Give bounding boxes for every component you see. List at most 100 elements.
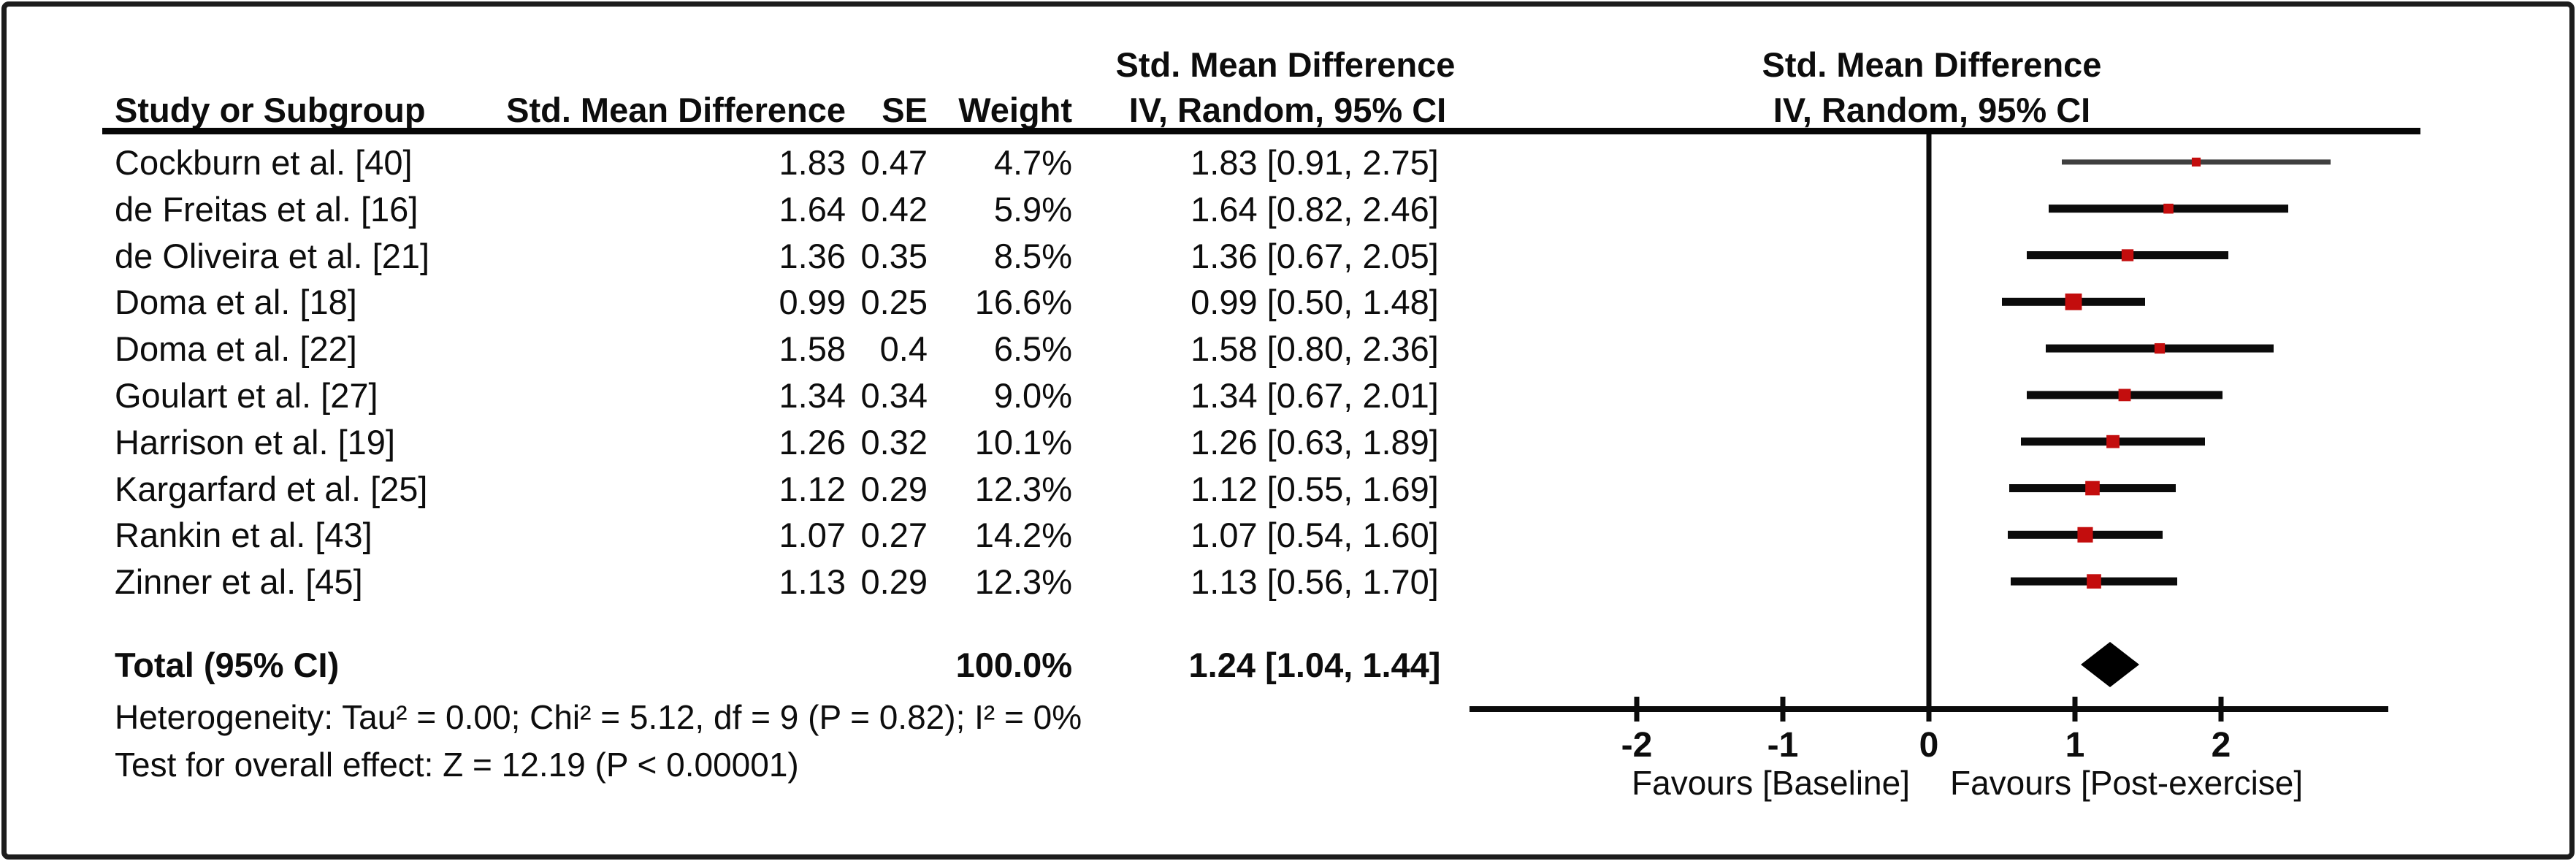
ci-line: [2011, 577, 2177, 586]
effect-marker: [2077, 527, 2093, 543]
weight-value: 8.5%: [993, 236, 1072, 275]
ci-value: 1.12 [0.55, 1.69]: [1190, 469, 1439, 508]
ci-value: 1.36 [0.67, 2.05]: [1190, 236, 1439, 275]
ci-line: [2009, 484, 2176, 492]
axis-tick-label: 1: [2065, 726, 2085, 765]
effect-value: 1.26: [779, 422, 846, 462]
effect-marker: [2065, 293, 2082, 310]
weight-value: 14.2%: [974, 516, 1072, 555]
ci-line: [2008, 530, 2163, 539]
table-row: Goulart et al. [27] 1.34 0.34 9.0% 1.34 [0.6…: [0, 372, 1607, 418]
se-value: 0.29: [860, 562, 928, 602]
study-label: Zinner et al. [45]: [115, 562, 363, 602]
table-row: Cockburn et al. [40] 1.83 0.47 4.7% 1.83 [0.…: [0, 139, 1607, 185]
axis-tick-label: 2: [2212, 726, 2231, 765]
study-label: Kargarfard et al. [25]: [115, 469, 428, 508]
column-header-se: SE: [882, 91, 928, 129]
heterogeneity-stats: Heterogeneity: Tau² = 0.00; Chi² = 5.12,…: [115, 698, 1082, 736]
effect-marker: [2106, 435, 2120, 448]
table-row: Harrison et al. [19] 1.26 0.32 10.1% 1.26 [0…: [0, 418, 1607, 465]
column-header-weight: Weight: [958, 91, 1072, 129]
study-label: de Oliveira et al. [21]: [115, 236, 430, 275]
effect-marker: [2191, 157, 2201, 167]
weight-value: 12.3%: [974, 469, 1072, 508]
se-value: 0.25: [860, 283, 928, 322]
total-diamond: [2081, 642, 2139, 687]
overall-effect-test: Test for overall effect: Z = 12.19 (P < …: [115, 746, 799, 784]
study-label: Goulart et al. [27]: [115, 376, 378, 415]
axis-tick-label: -1: [1767, 726, 1799, 765]
weight-value: 5.9%: [993, 189, 1072, 229]
column-header-effect-top: Std. Mean Difference: [1115, 45, 1456, 84]
se-value: 0.34: [860, 376, 928, 415]
se-value: 0.27: [860, 516, 928, 555]
ci-value: 1.07 [0.54, 1.60]: [1190, 516, 1439, 555]
weight-value: 4.7%: [993, 143, 1072, 182]
effect-marker: [2163, 203, 2174, 214]
zero-line: [1926, 134, 1932, 712]
total-weight: 100.0%: [955, 646, 1072, 684]
se-value: 0.4: [879, 329, 928, 369]
ci-value: 1.83 [0.91, 2.75]: [1190, 143, 1439, 182]
table-row: Doma et al. [18] 0.99 0.25 16.6% 0.99 [0.50,…: [0, 278, 1607, 325]
study-label: de Freitas et al. [16]: [115, 189, 418, 229]
plot-header-ci: IV, Random, 95% CI: [1773, 91, 2091, 129]
effect-value: 1.83: [779, 143, 846, 182]
effect-marker: [2087, 574, 2101, 589]
effect-value: 1.12: [779, 469, 846, 508]
effect-value: 1.13: [779, 562, 846, 602]
effect-value: 1.07: [779, 516, 846, 555]
favours-right-label: Favours [Post-exercise]: [1950, 764, 2304, 802]
study-label: Doma et al. [22]: [115, 329, 357, 369]
ci-line: [2049, 204, 2288, 213]
ci-value: 1.26 [0.63, 1.89]: [1190, 422, 1439, 462]
favours-left-label: Favours [Baseline]: [1632, 764, 1910, 802]
effect-value: 1.64: [779, 189, 846, 229]
effect-value: 1.34: [779, 376, 846, 415]
study-label: Rankin et al. [43]: [115, 516, 372, 555]
se-value: 0.29: [860, 469, 928, 508]
table-row: Rankin et al. [43] 1.07 0.27 14.2% 1.07 [0.5…: [0, 511, 1607, 558]
table-row: de Oliveira et al. [21] 1.36 0.35 8.5% 1.36 …: [0, 232, 1607, 279]
effect-marker: [2085, 481, 2100, 496]
axis-tick: [1634, 697, 1640, 722]
table-row: Doma et al. [22] 1.58 0.4 6.5% 1.58 [0.80, 2…: [0, 325, 1607, 372]
study-label: Doma et al. [18]: [115, 283, 357, 322]
ci-line: [2062, 159, 2331, 165]
axis-tick-label: 0: [1919, 726, 1939, 765]
total-label: Total (95% CI): [115, 646, 340, 684]
weight-value: 10.1%: [974, 422, 1072, 462]
axis-tick: [2072, 697, 2078, 722]
table-row: de Freitas et al. [16] 1.64 0.42 5.9% 1.64 […: [0, 185, 1607, 232]
total-ci: 1.24 [1.04, 1.44]: [1188, 646, 1441, 684]
effect-value: 1.58: [779, 329, 846, 369]
effect-value: 0.99: [779, 283, 846, 322]
axis-tick: [2218, 697, 2224, 722]
effect-marker: [2154, 343, 2166, 354]
ci-value: 1.13 [0.56, 1.70]: [1190, 562, 1439, 602]
axis-tick: [1926, 697, 1932, 722]
x-axis-line: [1469, 706, 2388, 712]
axis-tick-label: -2: [1621, 726, 1653, 765]
se-value: 0.47: [860, 143, 928, 182]
table-row: Kargarfard et al. [25] 1.12 0.29 12.3% 1.12 …: [0, 465, 1607, 512]
column-header-ci: IV, Random, 95% CI: [1128, 91, 1447, 129]
se-value: 0.42: [860, 189, 928, 229]
se-value: 0.32: [860, 422, 928, 462]
ci-line: [2021, 437, 2205, 446]
weight-value: 16.6%: [974, 283, 1072, 322]
ci-line: [2027, 251, 2228, 259]
effect-marker: [2121, 249, 2134, 261]
study-label: Cockburn et al. [40]: [115, 143, 413, 182]
study-label: Harrison et al. [19]: [115, 422, 396, 462]
column-header-effect: Std. Mean Difference: [506, 91, 846, 129]
weight-value: 6.5%: [993, 329, 1072, 369]
table-row: Zinner et al. [45] 1.13 0.29 12.3% 1.13 [0.5…: [0, 558, 1607, 605]
weight-value: 9.0%: [993, 376, 1072, 415]
plot-header-effect-top: Std. Mean Difference: [1762, 45, 2102, 84]
effect-value: 1.36: [779, 236, 846, 275]
ci-value: 1.34 [0.67, 2.01]: [1190, 376, 1439, 415]
ci-value: 1.64 [0.82, 2.46]: [1190, 189, 1439, 229]
header-divider: [102, 128, 2420, 134]
